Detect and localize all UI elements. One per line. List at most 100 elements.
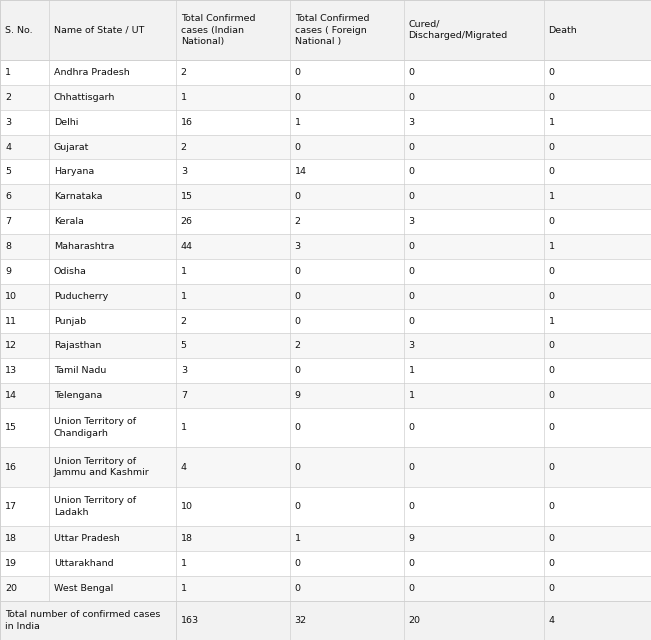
Bar bbox=[404, 308, 544, 333]
Bar bbox=[176, 85, 290, 110]
Text: 0: 0 bbox=[549, 267, 555, 276]
Text: Rajasthan: Rajasthan bbox=[54, 341, 101, 350]
Text: 17: 17 bbox=[5, 502, 17, 511]
Bar bbox=[49, 234, 176, 259]
Bar bbox=[404, 333, 544, 358]
Bar bbox=[544, 184, 651, 209]
Text: 10: 10 bbox=[5, 292, 17, 301]
Text: 11: 11 bbox=[5, 317, 17, 326]
Text: 0: 0 bbox=[295, 366, 301, 375]
Bar bbox=[290, 209, 404, 234]
Text: Uttarakhand: Uttarakhand bbox=[54, 559, 113, 568]
Bar bbox=[0, 259, 49, 284]
Text: 0: 0 bbox=[409, 559, 415, 568]
Text: 5: 5 bbox=[181, 341, 187, 350]
Text: 2: 2 bbox=[295, 341, 301, 350]
Text: 14: 14 bbox=[5, 391, 17, 400]
Bar bbox=[176, 447, 290, 487]
Bar bbox=[544, 408, 651, 447]
Bar bbox=[404, 0, 544, 60]
Text: 0: 0 bbox=[409, 317, 415, 326]
Text: 3: 3 bbox=[181, 366, 187, 375]
Text: S. No.: S. No. bbox=[5, 26, 33, 35]
Text: 9: 9 bbox=[409, 534, 415, 543]
Text: 18: 18 bbox=[181, 534, 193, 543]
Text: Chhattisgarh: Chhattisgarh bbox=[54, 93, 115, 102]
Text: 18: 18 bbox=[5, 534, 17, 543]
Text: 32: 32 bbox=[295, 616, 307, 625]
Text: 3: 3 bbox=[409, 118, 415, 127]
Text: 0: 0 bbox=[295, 502, 301, 511]
Bar bbox=[544, 601, 651, 640]
Text: 4: 4 bbox=[549, 616, 555, 625]
Text: 0: 0 bbox=[549, 68, 555, 77]
Bar bbox=[0, 134, 49, 159]
Text: 3: 3 bbox=[409, 341, 415, 350]
Text: Gujarat: Gujarat bbox=[54, 143, 89, 152]
Bar bbox=[176, 487, 290, 526]
Text: 1: 1 bbox=[181, 267, 187, 276]
Text: 10: 10 bbox=[181, 502, 193, 511]
Text: Name of State / UT: Name of State / UT bbox=[54, 26, 145, 35]
Text: 1: 1 bbox=[549, 317, 555, 326]
Bar bbox=[0, 408, 49, 447]
Bar bbox=[176, 601, 290, 640]
Text: 0: 0 bbox=[409, 463, 415, 472]
Bar bbox=[404, 159, 544, 184]
Text: 4: 4 bbox=[5, 143, 11, 152]
Text: 0: 0 bbox=[549, 366, 555, 375]
Bar bbox=[0, 447, 49, 487]
Bar bbox=[290, 259, 404, 284]
Text: 0: 0 bbox=[549, 341, 555, 350]
Text: Kerala: Kerala bbox=[54, 217, 84, 226]
Bar bbox=[290, 358, 404, 383]
Bar bbox=[544, 85, 651, 110]
Bar bbox=[544, 487, 651, 526]
Text: 0: 0 bbox=[295, 463, 301, 472]
Bar bbox=[290, 601, 404, 640]
Bar bbox=[404, 234, 544, 259]
Text: 16: 16 bbox=[181, 118, 193, 127]
Text: 0: 0 bbox=[295, 292, 301, 301]
Bar bbox=[290, 526, 404, 551]
Bar bbox=[49, 134, 176, 159]
Text: 12: 12 bbox=[5, 341, 17, 350]
Text: 13: 13 bbox=[5, 366, 17, 375]
Bar bbox=[544, 358, 651, 383]
Text: 15: 15 bbox=[5, 423, 17, 432]
Text: 19: 19 bbox=[5, 559, 17, 568]
Bar bbox=[544, 60, 651, 85]
Text: Cured/
Discharged/Migrated: Cured/ Discharged/Migrated bbox=[409, 20, 508, 40]
Bar bbox=[290, 308, 404, 333]
Text: 0: 0 bbox=[409, 68, 415, 77]
Text: 0: 0 bbox=[549, 391, 555, 400]
Bar bbox=[176, 234, 290, 259]
Text: Haryana: Haryana bbox=[54, 168, 94, 177]
Text: 26: 26 bbox=[181, 217, 193, 226]
Bar bbox=[290, 0, 404, 60]
Bar bbox=[544, 259, 651, 284]
Bar bbox=[544, 308, 651, 333]
Text: 16: 16 bbox=[5, 463, 17, 472]
Bar bbox=[290, 408, 404, 447]
Bar bbox=[0, 85, 49, 110]
Bar bbox=[0, 110, 49, 134]
Bar bbox=[544, 551, 651, 576]
Text: 0: 0 bbox=[549, 292, 555, 301]
Bar bbox=[544, 576, 651, 601]
Text: 0: 0 bbox=[549, 502, 555, 511]
Bar bbox=[290, 110, 404, 134]
Bar bbox=[49, 358, 176, 383]
Bar bbox=[404, 209, 544, 234]
Bar bbox=[404, 284, 544, 308]
Bar bbox=[290, 447, 404, 487]
Text: Union Territory of
Jammu and Kashmir: Union Territory of Jammu and Kashmir bbox=[54, 457, 150, 477]
Bar bbox=[544, 234, 651, 259]
Bar bbox=[0, 333, 49, 358]
Bar bbox=[176, 576, 290, 601]
Text: 0: 0 bbox=[295, 317, 301, 326]
Bar bbox=[404, 134, 544, 159]
Bar bbox=[176, 333, 290, 358]
Bar bbox=[404, 408, 544, 447]
Bar bbox=[290, 383, 404, 408]
